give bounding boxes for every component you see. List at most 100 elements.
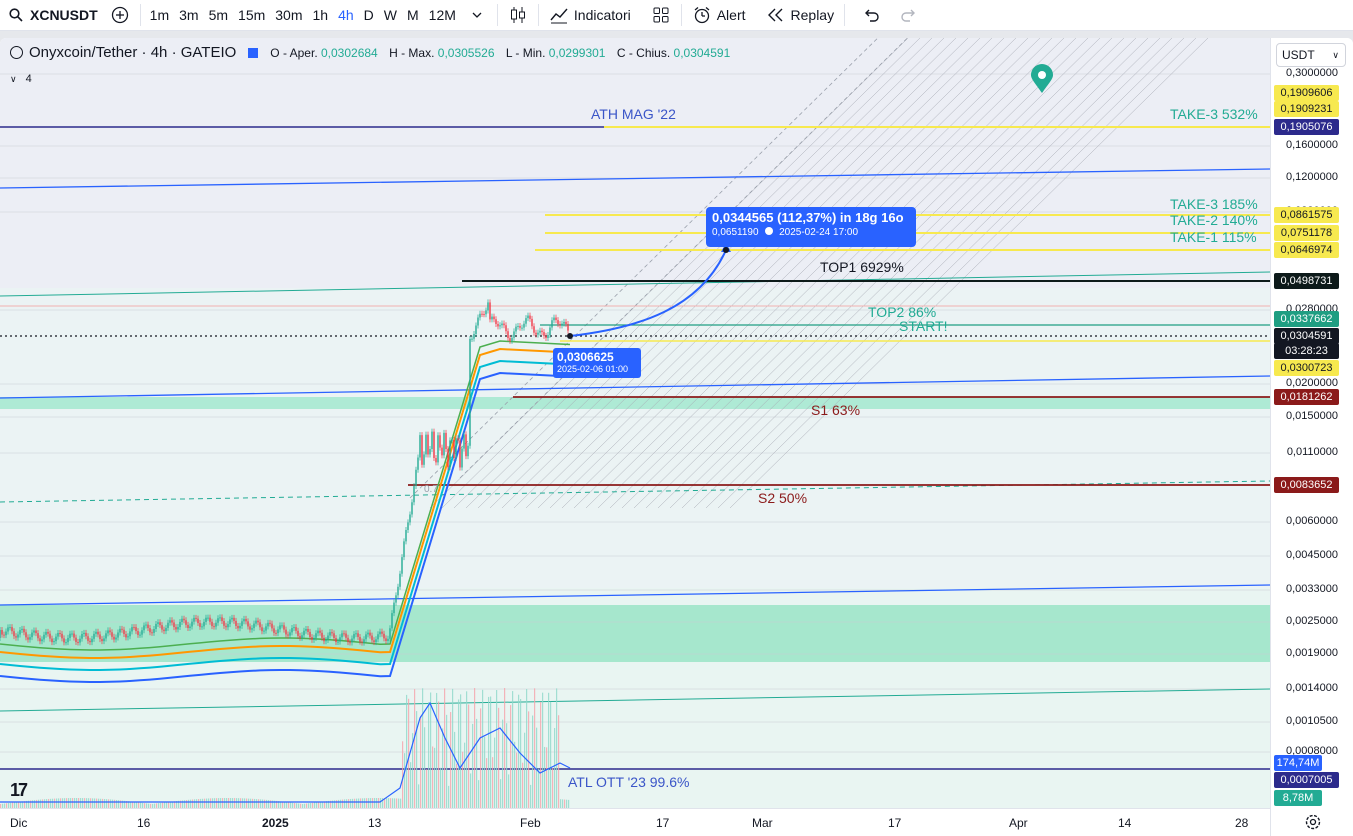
volume-bar bbox=[254, 798, 256, 808]
candle-body bbox=[451, 440, 453, 442]
projection-detail: 0,0651190 2025-02-24 17:00 bbox=[712, 227, 910, 238]
candle-body bbox=[545, 335, 547, 339]
volume-bar bbox=[230, 798, 232, 808]
channel-line bbox=[705, 38, 1185, 509]
currency-select[interactable]: USDT ∨ bbox=[1276, 43, 1346, 67]
chart-type-button[interactable] bbox=[502, 0, 534, 31]
volume-bar bbox=[290, 802, 292, 808]
alarm-clock-icon bbox=[692, 5, 712, 25]
volume-bar bbox=[258, 799, 260, 808]
price-chart-canvas[interactable] bbox=[0, 38, 1270, 808]
chart-pane[interactable]: Onyxcoin/Tether · 4h · GATEIO O - Aper. … bbox=[0, 38, 1353, 836]
gear-icon[interactable] bbox=[1304, 813, 1322, 831]
price-tag: 03:28:23 bbox=[1274, 343, 1339, 359]
volume-bar bbox=[252, 798, 254, 808]
volume-bar bbox=[400, 798, 402, 808]
s2-label: S2 50% bbox=[758, 490, 808, 506]
templates-button[interactable] bbox=[645, 0, 677, 31]
candle-body bbox=[555, 317, 557, 321]
compare-symbol-button[interactable] bbox=[104, 0, 136, 31]
candle-body bbox=[215, 622, 217, 627]
timeframe-15m[interactable]: 15m bbox=[238, 7, 266, 23]
candle-body bbox=[269, 622, 271, 624]
volume-bar bbox=[556, 688, 558, 808]
volume-bar bbox=[480, 708, 482, 808]
candle-body bbox=[49, 633, 51, 639]
timeframe-4h[interactable]: 4h bbox=[338, 7, 354, 23]
volume-bar bbox=[414, 689, 416, 808]
volume-bar bbox=[464, 742, 466, 808]
undo-button[interactable] bbox=[855, 0, 887, 31]
replay-button[interactable]: Replay bbox=[760, 0, 841, 31]
volume-bar bbox=[308, 803, 310, 808]
candle-body bbox=[69, 633, 71, 638]
timeframe-1h[interactable]: 1h bbox=[312, 7, 329, 23]
time-label: 16 bbox=[137, 816, 151, 830]
volume-bar bbox=[224, 798, 226, 808]
candle-body bbox=[519, 326, 521, 328]
candle-body bbox=[421, 435, 423, 465]
volume-bar bbox=[458, 699, 460, 808]
ma-mid bbox=[0, 359, 571, 671]
volume-bar bbox=[140, 802, 142, 808]
timeframe-dropdown[interactable] bbox=[461, 0, 493, 31]
symbol-search[interactable]: XCNUSDT bbox=[0, 0, 104, 31]
volume-bar bbox=[166, 802, 168, 808]
candle-body bbox=[331, 632, 333, 634]
volume-bar bbox=[528, 711, 530, 808]
volume-bar bbox=[296, 803, 298, 808]
indicators-toggle[interactable]: ∨ 4 bbox=[10, 73, 32, 85]
candle-body bbox=[563, 321, 565, 324]
candle-body bbox=[41, 639, 43, 642]
indicators-button[interactable]: Indicatori bbox=[543, 0, 637, 31]
timeframe-w[interactable]: W bbox=[383, 7, 397, 23]
candle-body bbox=[413, 486, 415, 503]
volume-bar bbox=[380, 798, 382, 808]
candle-body bbox=[111, 632, 113, 637]
candle-body bbox=[443, 432, 445, 456]
volume-bar bbox=[94, 798, 96, 808]
volume-bar bbox=[142, 802, 144, 808]
volume-bar bbox=[416, 711, 418, 808]
volume-bar bbox=[4, 803, 6, 808]
volume-bar bbox=[124, 800, 126, 808]
alert-button[interactable]: Alert bbox=[686, 0, 752, 31]
timeframe-1m[interactable]: 1m bbox=[149, 7, 170, 23]
timeframe-5m[interactable]: 5m bbox=[208, 7, 229, 23]
volume-bar bbox=[304, 803, 306, 808]
time-axis[interactable]: Dic 16 2025 13 Feb 17 Mar 17 Apr 14 28 bbox=[0, 808, 1270, 836]
candle-body bbox=[347, 637, 349, 643]
verified-icon bbox=[248, 47, 259, 58]
volume-bar bbox=[456, 763, 458, 808]
candle-body bbox=[201, 626, 203, 628]
candle-body bbox=[561, 323, 563, 326]
tradingview-logo[interactable]: 17 bbox=[10, 780, 28, 800]
volume-bar bbox=[172, 801, 174, 808]
start-label: START! bbox=[899, 318, 948, 334]
timeframe-d[interactable]: D bbox=[363, 7, 374, 23]
candle-body bbox=[89, 640, 91, 643]
top-toolbar: XCNUSDT 1m 3m 5m 15m 30m 1h 4h D W M 12M Indicator… bbox=[0, 0, 1353, 31]
timeframe-12m[interactable]: 12M bbox=[428, 7, 456, 23]
volume-bar bbox=[324, 801, 326, 808]
redo-button[interactable] bbox=[893, 0, 925, 31]
map-pin-icon[interactable] bbox=[1030, 64, 1054, 97]
volume-bar bbox=[60, 798, 62, 808]
ma-long bbox=[0, 371, 571, 683]
volume-bar bbox=[320, 801, 322, 808]
candle-body bbox=[181, 618, 183, 622]
timeframe-m[interactable]: M bbox=[407, 7, 419, 23]
volume-bar bbox=[350, 798, 352, 808]
timeframe-3m[interactable]: 3m bbox=[179, 7, 199, 23]
timeframe-30m[interactable]: 30m bbox=[275, 7, 303, 23]
volume-bar bbox=[128, 801, 130, 808]
volume-bar bbox=[548, 692, 550, 808]
take2-label: TAKE-2 140% bbox=[1170, 212, 1258, 228]
volume-bar bbox=[430, 692, 432, 808]
channel-line bbox=[645, 38, 1125, 509]
trend-line-top bbox=[0, 271, 1270, 297]
volume-bar bbox=[192, 799, 194, 808]
price-axis[interactable]: USDT ∨ 0,30000000,16000000,12000000,0880… bbox=[1270, 38, 1353, 836]
volume-bar bbox=[278, 801, 280, 808]
volume-bar bbox=[150, 803, 152, 808]
